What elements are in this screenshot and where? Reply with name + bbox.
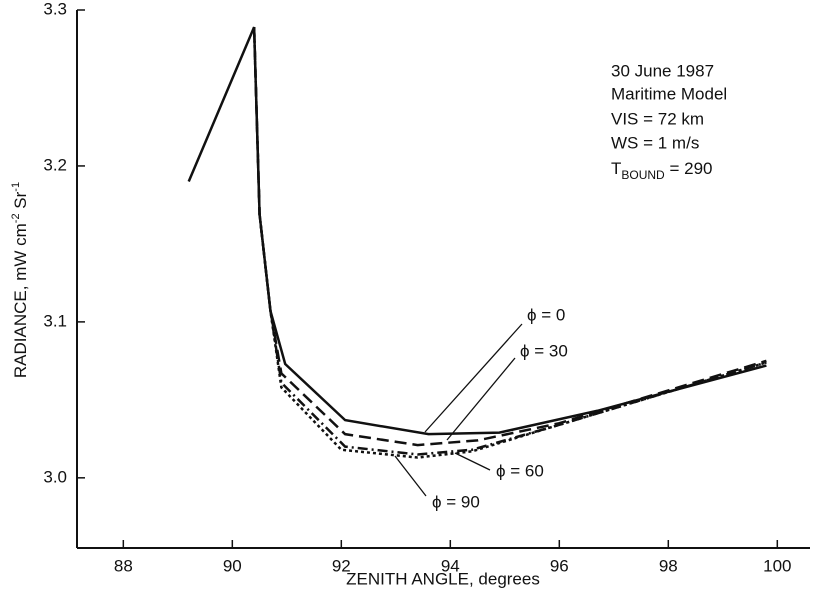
arrows (394, 323, 523, 497)
x-tick-label: 100 (763, 556, 791, 575)
y-tick-label: 3.2 (43, 155, 67, 174)
series-label: ϕ = 60 (496, 461, 544, 480)
x-tick-label: 94 (441, 556, 460, 575)
info-line: VIS = 72 km (611, 109, 704, 128)
y-tick-label: 3.3 (43, 0, 67, 18)
series-label: ϕ = 30 (520, 341, 568, 360)
arrow (424, 323, 523, 433)
info-line: WS = 1 m/s (611, 133, 699, 152)
arrow (446, 357, 516, 441)
x-tick-label: 92 (332, 556, 351, 575)
series-label: ϕ = 0 (527, 305, 565, 324)
x-axis-label: ZENITH ANGLE, degrees (346, 569, 540, 588)
info-sub: BOUND (621, 168, 665, 182)
y-label-sup: -2 (10, 213, 22, 223)
y-tick-label: 3.0 (43, 467, 67, 486)
series-line (252, 27, 767, 447)
arrow (454, 452, 491, 471)
info-t: T (611, 159, 621, 178)
info-line: Maritime Model (611, 84, 727, 103)
x-tick-label: 98 (659, 556, 678, 575)
y-tick-label: 3.1 (43, 311, 67, 330)
y-label-sup: -1 (10, 182, 22, 192)
info-box: 30 June 1987 Maritime Model VIS = 72 km … (611, 61, 727, 182)
series-label: ϕ = 90 (432, 492, 480, 511)
info-rest: = 290 (665, 159, 713, 178)
y-axis-label: RADIANCE, mW cm-2 Sr-1 (10, 182, 31, 378)
y-label-part: Sr (11, 191, 30, 213)
info-line: 30 June 1987 (611, 61, 714, 80)
y-label-part: RADIANCE, mW cm (11, 223, 30, 378)
arrow (394, 455, 427, 497)
info-line: TBOUND = 290 (611, 159, 712, 182)
x-tick-label: 90 (223, 556, 242, 575)
series-line (252, 27, 767, 456)
x-tick-label: 88 (114, 556, 133, 575)
x-tick-label: 96 (550, 556, 569, 575)
